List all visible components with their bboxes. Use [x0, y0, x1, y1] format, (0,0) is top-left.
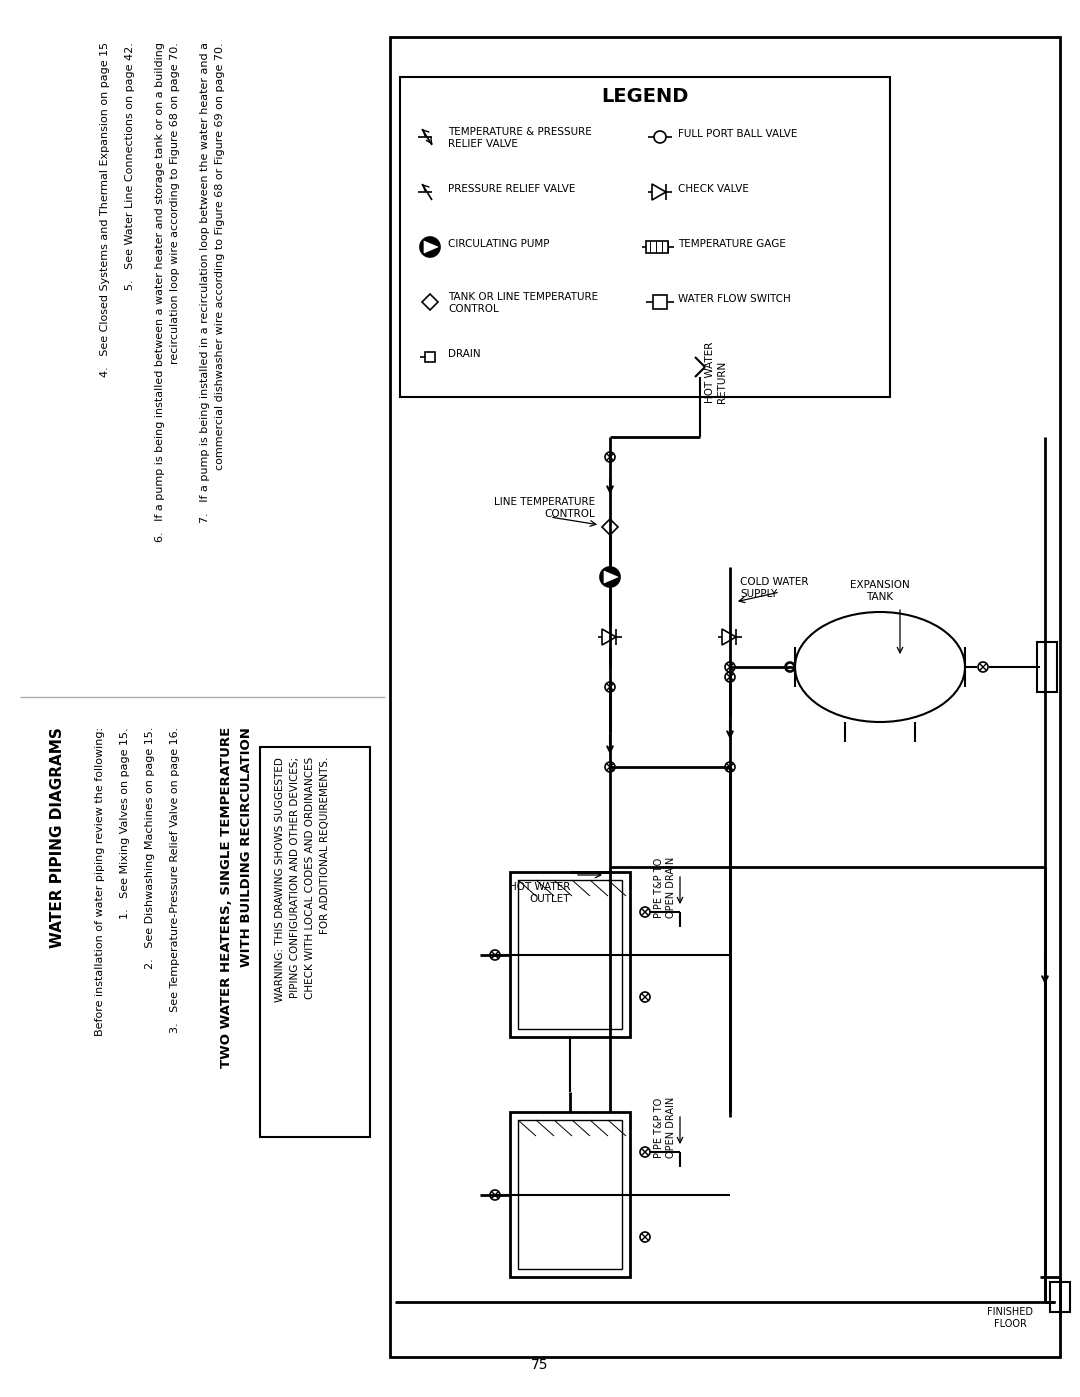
Text: DRAIN: DRAIN: [448, 349, 481, 359]
Bar: [510, 872, 630, 1037]
Circle shape: [600, 567, 620, 587]
Text: TEMPERATURE GAGE: TEMPERATURE GAGE: [678, 239, 786, 249]
Text: HOT WATER
OUTLET: HOT WATER OUTLET: [509, 882, 570, 904]
Bar: [390, 36, 1059, 1356]
Text: 6.   If a pump is being installed between a water heater and storage tank or on : 6. If a pump is being installed between …: [156, 42, 165, 542]
Text: CHECK VALVE: CHECK VALVE: [678, 184, 748, 194]
Bar: [518, 1120, 622, 1268]
Polygon shape: [424, 242, 438, 253]
Bar: [1037, 643, 1057, 692]
Text: EXPANSION
TANK: EXPANSION TANK: [850, 580, 909, 602]
Text: TWO WATER HEATERS, SINGLE TEMPERATURE: TWO WATER HEATERS, SINGLE TEMPERATURE: [220, 726, 233, 1069]
Text: FULL PORT BALL VALVE: FULL PORT BALL VALVE: [678, 129, 797, 138]
Text: WITH BUILDING RECIRCULATION: WITH BUILDING RECIRCULATION: [240, 726, 253, 967]
Text: LINE TEMPERATURE
CONTROL: LINE TEMPERATURE CONTROL: [494, 497, 595, 518]
Text: TANK OR LINE TEMPERATURE
CONTROL: TANK OR LINE TEMPERATURE CONTROL: [448, 292, 598, 313]
Text: 4.   See Closed Systems and Thermal Expansion on page 15: 4. See Closed Systems and Thermal Expans…: [100, 42, 110, 377]
Bar: [426, 352, 435, 362]
Text: PRESSURE RELIEF VALVE: PRESSURE RELIEF VALVE: [448, 184, 576, 194]
Text: LEGEND: LEGEND: [602, 87, 689, 106]
Text: PIPE T&P TO
OPEN DRAIN: PIPE T&P TO OPEN DRAIN: [654, 856, 676, 918]
Bar: [653, 295, 667, 309]
Text: 75: 75: [531, 1358, 549, 1372]
Bar: [518, 880, 622, 1030]
Bar: [510, 1112, 630, 1277]
Text: 7.   If a pump is being installed in a recirculation loop between the water heat: 7. If a pump is being installed in a rec…: [200, 42, 210, 522]
Text: HOT WATER
RETURN: HOT WATER RETURN: [705, 342, 727, 404]
Text: 1.   See Mixing Valves on page 15.: 1. See Mixing Valves on page 15.: [120, 726, 130, 919]
Text: recirculation loop wire according to Figure 68 on page 70.: recirculation loop wire according to Fig…: [170, 42, 180, 363]
Text: CHECK WITH LOCAL CODES AND ORDINANCES: CHECK WITH LOCAL CODES AND ORDINANCES: [305, 757, 315, 999]
Text: TEMPERATURE & PRESSURE
RELIEF VALVE: TEMPERATURE & PRESSURE RELIEF VALVE: [448, 127, 592, 148]
Text: WATER FLOW SWITCH: WATER FLOW SWITCH: [678, 293, 791, 305]
Text: FINISHED
FLOOR: FINISHED FLOOR: [987, 1308, 1032, 1329]
Text: PIPE T&P TO
OPEN DRAIN: PIPE T&P TO OPEN DRAIN: [654, 1097, 676, 1158]
Bar: [400, 77, 890, 397]
Text: CIRCULATING PUMP: CIRCULATING PUMP: [448, 239, 550, 249]
Circle shape: [420, 237, 440, 257]
Bar: [260, 747, 370, 1137]
Text: WARNING: THIS DRAWING SHOWS SUGGESTED: WARNING: THIS DRAWING SHOWS SUGGESTED: [275, 757, 285, 1002]
Text: FOR ADDITIONAL REQUIREMENTS.: FOR ADDITIONAL REQUIREMENTS.: [320, 757, 330, 935]
Text: COLD WATER
SUPPLY: COLD WATER SUPPLY: [740, 577, 809, 598]
Text: 2.   See Dishwashing Machines on page 15.: 2. See Dishwashing Machines on page 15.: [145, 726, 156, 970]
Text: WATER PIPING DIAGRAMS: WATER PIPING DIAGRAMS: [50, 726, 65, 949]
Bar: [646, 242, 669, 253]
Text: 5.   See Water Line Connections on page 42.: 5. See Water Line Connections on page 42…: [125, 42, 135, 289]
Text: 3.   See Temperature-Pressure Relief Valve on page 16.: 3. See Temperature-Pressure Relief Valve…: [170, 726, 180, 1034]
Text: PIPING CONFIGURATION AND OTHER DEVICES;: PIPING CONFIGURATION AND OTHER DEVICES;: [291, 757, 300, 997]
Text: Before installation of water piping review the following:: Before installation of water piping revi…: [95, 726, 105, 1037]
Text: commercial dishwasher wire according to Figure 68 or Figure 69 on page 70.: commercial dishwasher wire according to …: [215, 42, 225, 469]
Polygon shape: [604, 571, 618, 583]
Bar: [1050, 1282, 1070, 1312]
